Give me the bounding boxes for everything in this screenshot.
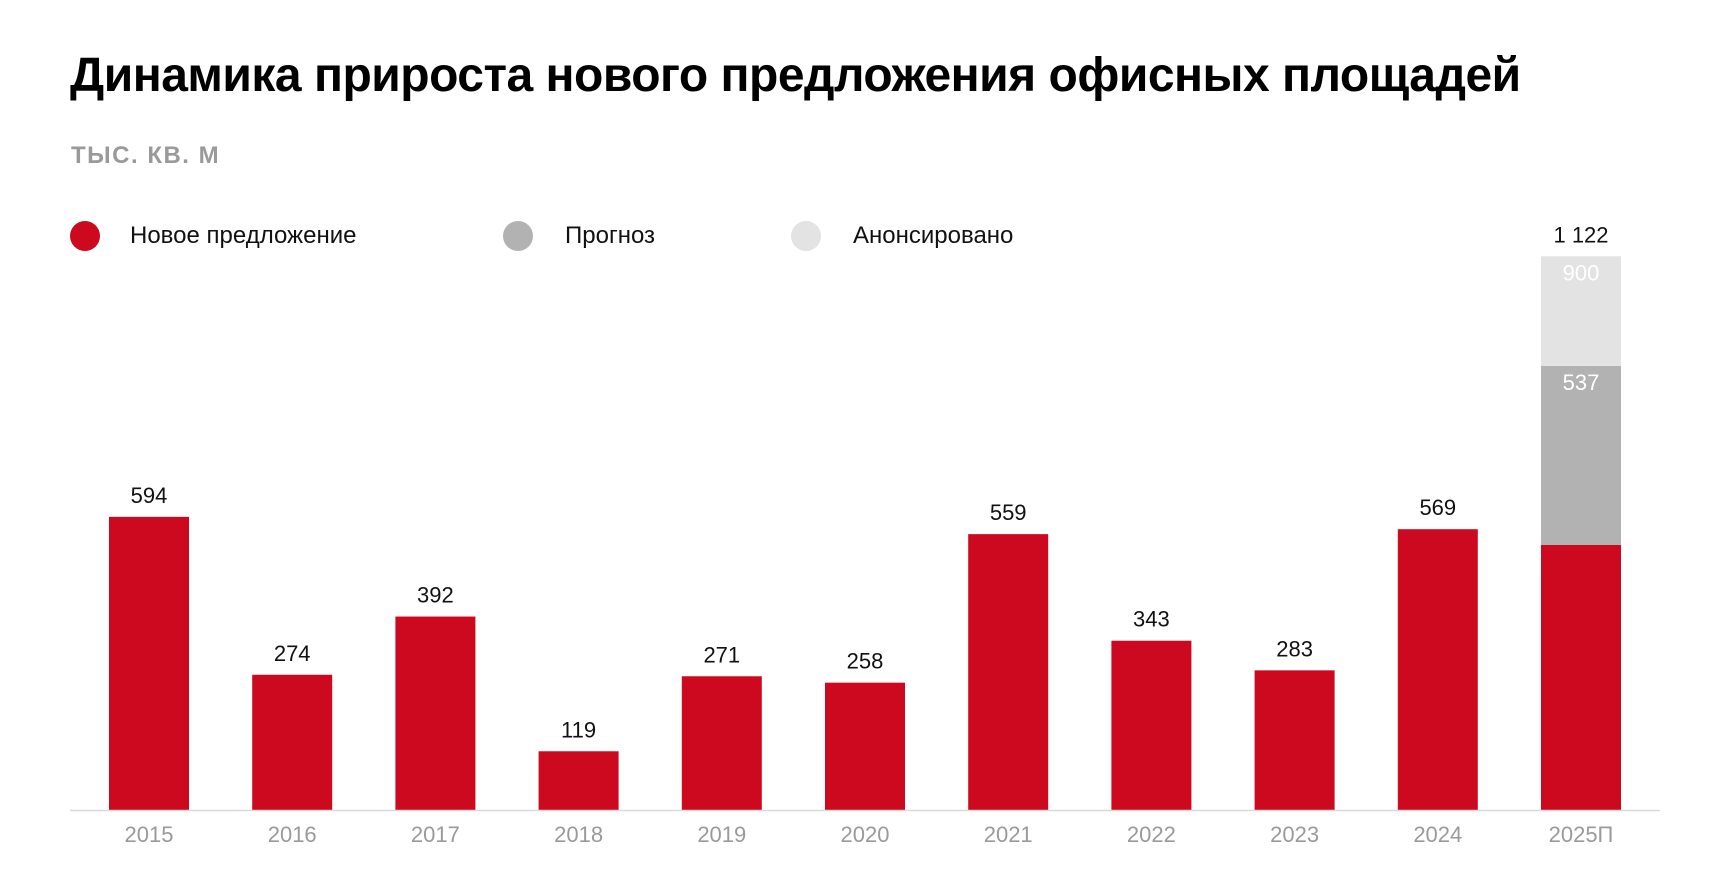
legend-label: Новое предложение (130, 222, 357, 249)
bar-value-label: 258 (847, 649, 884, 674)
bar-announced (1541, 256, 1621, 366)
bar-value-label: 569 (1419, 495, 1456, 520)
x-tick-label: 2022 (1127, 822, 1176, 847)
legend-item-new-supply: Новое предложение (70, 220, 356, 252)
bar-new-supply (1541, 544, 1621, 810)
legend-item-announced: Анонсировано (791, 220, 1013, 252)
x-tick-label: 2021 (984, 822, 1033, 847)
bar-new-supply (1397, 529, 1478, 810)
bar-new-supply (538, 751, 619, 810)
x-tick-label: 2024 (1413, 822, 1462, 847)
legend-label: Анонсировано (853, 222, 1014, 249)
forecast-value-label: 537 (1563, 370, 1600, 395)
circle-icon (503, 221, 533, 251)
legend-item-forecast: Прогноз (503, 220, 655, 252)
x-tick-label: 2020 (841, 822, 890, 847)
bar-new-supply (681, 676, 762, 810)
bar-value-label: 392 (417, 583, 454, 608)
bar-forecast (1541, 365, 1621, 545)
bar-value-label: 594 (131, 483, 168, 508)
bar-new-supply (252, 674, 333, 810)
bar-value-label: 1 122 (1553, 222, 1608, 247)
x-tick-label: 2015 (125, 822, 174, 847)
bar-new-supply (1111, 640, 1192, 810)
x-tick-label: 2023 (1270, 822, 1319, 847)
bar-value-label: 283 (1276, 636, 1313, 661)
bar-new-supply (825, 682, 905, 810)
bar-value-label: 343 (1133, 607, 1170, 632)
unit-label: ТЫС. КВ. М (71, 142, 221, 169)
bar-value-label: 559 (990, 500, 1027, 525)
x-tick-label: 2016 (268, 822, 317, 847)
x-tick-label: 2018 (554, 822, 603, 847)
announced-value-label: 900 (1563, 260, 1600, 285)
bar-value-label: 119 (561, 717, 596, 742)
bar-new-supply (1254, 670, 1335, 810)
circle-icon (791, 221, 821, 251)
bar-new-supply (109, 516, 189, 810)
legend-label: Прогноз (565, 222, 656, 249)
x-tick-label: 2019 (697, 822, 746, 847)
bar-new-supply (968, 534, 1049, 810)
bar-new-supply (395, 616, 476, 810)
bar-value-label: 271 (703, 642, 740, 667)
chart-title: Динамика прироста нового предложения офи… (70, 49, 1521, 102)
circle-icon (70, 221, 100, 251)
bar-value-label: 274 (274, 641, 311, 666)
x-tick-label: 2025П (1549, 822, 1614, 847)
x-tick-label: 2017 (411, 822, 460, 847)
